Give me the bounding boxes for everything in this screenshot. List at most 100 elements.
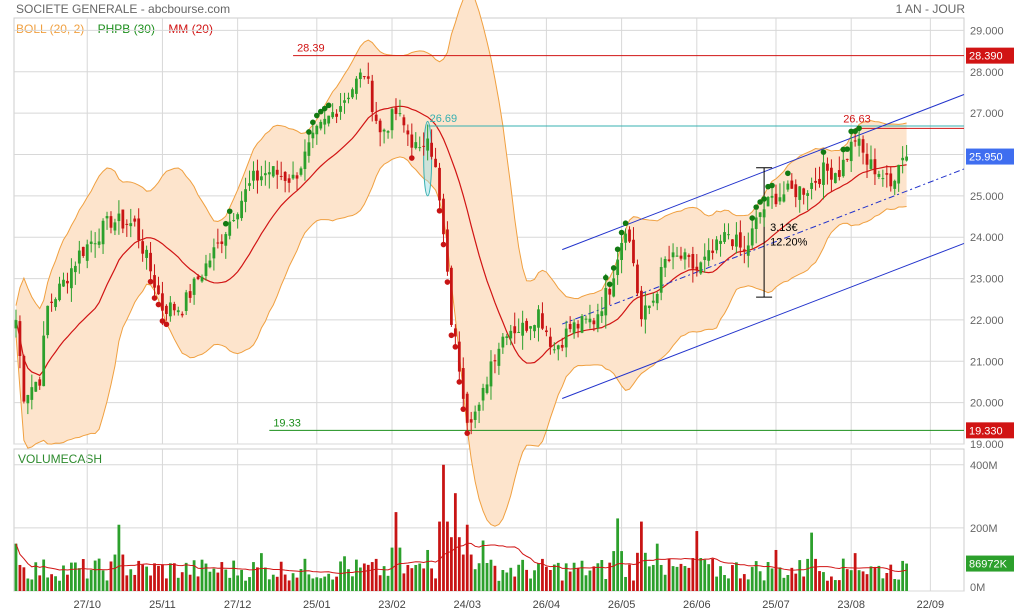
last-price-tag-bg <box>966 148 1014 165</box>
candle-body <box>580 316 584 333</box>
candle-body <box>691 254 695 269</box>
volume-bar <box>279 561 283 591</box>
bollinger-fill <box>15 0 907 527</box>
phpb-low-dot <box>163 321 170 328</box>
volume-bar <box>509 567 513 591</box>
candle-body <box>307 142 311 156</box>
candle-body <box>529 326 532 329</box>
volume-bar <box>457 537 461 591</box>
candle-body <box>180 313 184 316</box>
phpb-low-dot <box>440 241 447 248</box>
candle-body <box>679 255 683 259</box>
volume-bar <box>640 521 643 591</box>
volume-bar <box>14 543 18 591</box>
volume-bar <box>30 579 34 591</box>
candle-body <box>34 381 38 392</box>
volume-bar <box>576 568 580 591</box>
candle-body <box>97 241 101 245</box>
volume-tick-label: 0M <box>970 582 985 594</box>
volume-bar <box>837 580 841 591</box>
volume-bar <box>465 524 469 591</box>
volume-bar <box>592 566 596 591</box>
candle-body <box>204 263 208 276</box>
volume-bar <box>596 563 600 591</box>
volume-bar <box>323 576 327 591</box>
candle-body <box>893 180 897 189</box>
annotation-lines: 28.39 19.33 26.69 26.63 3.13€ 12.20% <box>269 43 965 431</box>
volume-bar <box>865 574 869 591</box>
measure-abs: 3.13€ <box>770 222 798 234</box>
candle-body <box>861 139 865 153</box>
volume-bar <box>742 574 746 591</box>
candle-body <box>260 176 263 181</box>
candle-body <box>830 167 833 180</box>
volume-bar <box>818 571 821 591</box>
volume-bar <box>675 566 679 591</box>
candle-body <box>624 233 627 243</box>
phpb-high-dot <box>622 220 629 227</box>
phpb-high-dot <box>785 170 791 177</box>
candle-body <box>837 170 841 177</box>
volume-bar <box>240 569 243 591</box>
candle-body <box>865 153 869 165</box>
x-tick-label: 27/10 <box>73 599 101 611</box>
volume-bar <box>414 565 418 591</box>
legend-mm[interactable]: MM (20) <box>168 22 213 36</box>
volume-bar <box>287 580 291 591</box>
legend-phpb[interactable]: PHPB (30) <box>97 22 155 36</box>
phpb-high-dot <box>306 129 312 135</box>
candle-body <box>521 322 525 336</box>
phpb-high-dot <box>606 281 613 288</box>
volume-bar <box>307 574 311 591</box>
volume-bar <box>370 562 374 591</box>
volume-bar <box>529 578 532 591</box>
candle-body <box>746 245 750 256</box>
volume-bar <box>157 565 160 591</box>
candle-body <box>414 142 418 149</box>
candle-body <box>77 250 81 264</box>
volume-bar <box>521 559 525 591</box>
volume-bar <box>461 554 465 591</box>
candle-body <box>62 279 65 287</box>
volume-bar <box>442 464 445 591</box>
volume-bar <box>133 574 137 591</box>
candle-body <box>616 259 620 276</box>
volume-bar <box>588 570 592 591</box>
candle-body <box>382 129 386 132</box>
volume-bar <box>849 570 853 591</box>
candle-body <box>279 175 283 177</box>
volume-bar <box>145 566 148 591</box>
candle-body <box>101 220 105 245</box>
recent-high-annotation: 26.63 <box>843 113 871 125</box>
volume-bar <box>830 576 833 591</box>
volume-bar <box>390 547 394 591</box>
volume-bar <box>149 575 152 591</box>
volume-bar <box>66 574 69 591</box>
candle-body <box>81 246 85 256</box>
period-label[interactable]: 1 AN - JOUR <box>895 2 965 16</box>
candle-body <box>355 78 358 94</box>
volume-bar <box>806 558 810 591</box>
high-value-tag-bg <box>966 47 1014 64</box>
candle-body <box>453 328 457 337</box>
candle-body <box>430 142 433 157</box>
candle-body <box>818 178 821 185</box>
volume-bar <box>695 531 699 591</box>
legend-boll[interactable]: BOLL (20, 2) <box>16 22 85 36</box>
volume-tick-label: 200M <box>970 523 998 535</box>
candle-body <box>885 173 889 175</box>
volume-bar <box>738 578 742 591</box>
candle-body <box>798 186 802 200</box>
candle-body <box>719 240 722 244</box>
last-volume-tag: 86972K <box>969 559 1008 571</box>
candle-body <box>287 178 291 183</box>
candle-body <box>50 301 53 303</box>
candle-body <box>560 344 564 348</box>
volume-bar <box>165 578 168 591</box>
candle-body <box>750 228 754 246</box>
volume-bar <box>81 559 85 591</box>
candle-body <box>366 76 370 79</box>
candle-body <box>628 229 631 242</box>
candle-body <box>351 89 354 98</box>
